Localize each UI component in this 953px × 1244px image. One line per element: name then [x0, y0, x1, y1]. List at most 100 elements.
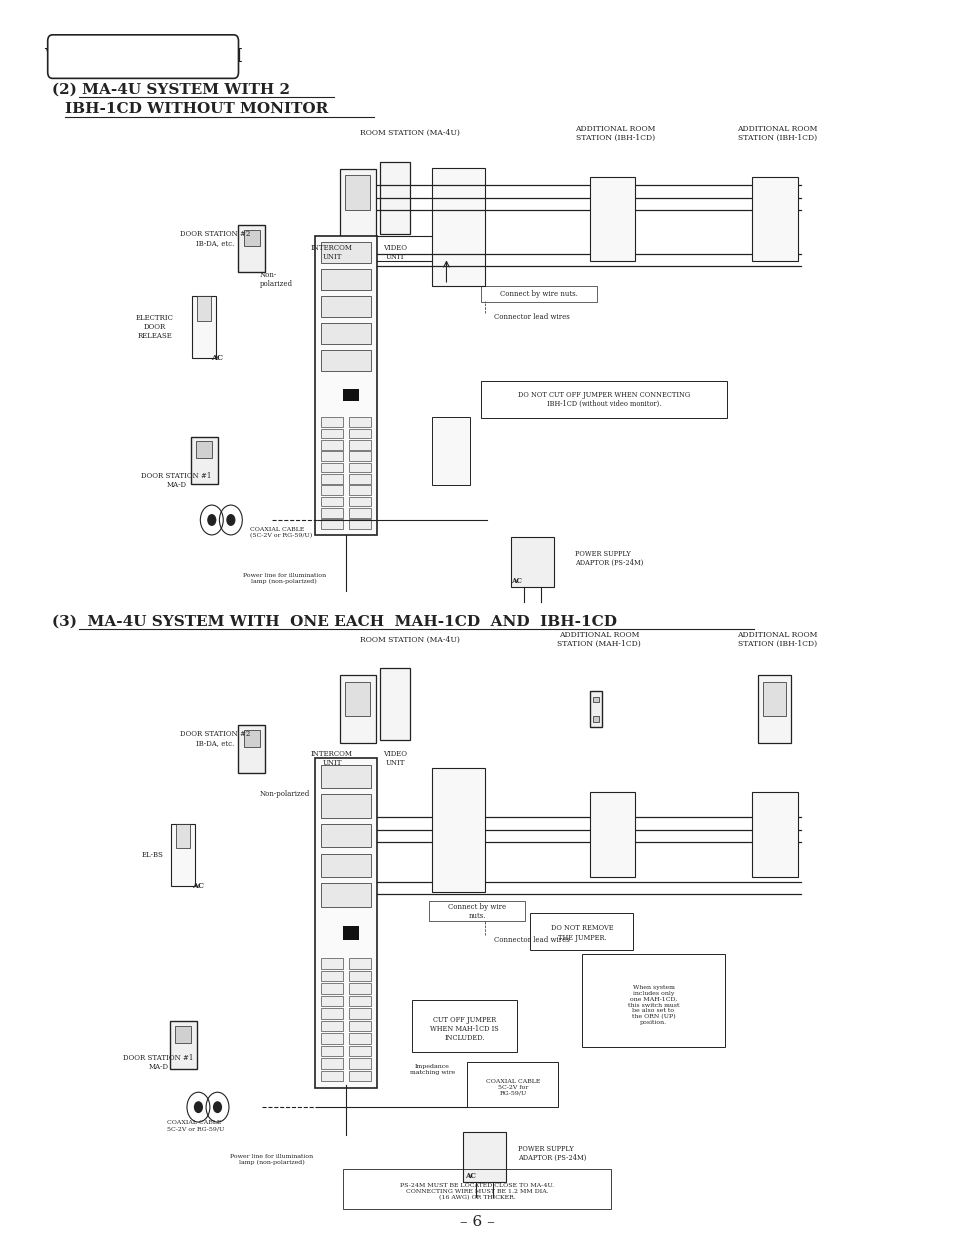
Bar: [321, 765, 371, 787]
Text: Power line for illumination
lamp (non-polarized): Power line for illumination lamp (non-po…: [230, 1154, 314, 1164]
Bar: [321, 1020, 343, 1031]
Bar: [244, 730, 259, 746]
Text: COAXIAL CABLE
(5C-2V or RG-59/U): COAXIAL CABLE (5C-2V or RG-59/U): [250, 527, 312, 537]
Text: Connect by wire nuts.: Connect by wire nuts.: [499, 290, 578, 297]
Bar: [349, 1008, 371, 1019]
Bar: [321, 452, 343, 460]
Bar: [432, 417, 470, 485]
Bar: [321, 824, 371, 847]
Bar: [593, 717, 598, 722]
Bar: [191, 437, 217, 484]
Text: ELECTRIC
DOOR
RELEASE: ELECTRIC DOOR RELEASE: [135, 313, 173, 341]
Bar: [314, 758, 376, 1087]
Text: DO NOT REMOVE
THE JUMPER.: DO NOT REMOVE THE JUMPER.: [550, 924, 613, 942]
Bar: [321, 1034, 343, 1044]
Bar: [321, 323, 371, 343]
Text: INTERCOM
UNIT: INTERCOM UNIT: [311, 244, 353, 261]
Bar: [349, 958, 371, 969]
Bar: [349, 496, 371, 506]
Text: ROOM STATION (MA-4U): ROOM STATION (MA-4U): [360, 129, 459, 137]
Bar: [774, 192, 780, 197]
Bar: [349, 1046, 371, 1056]
Bar: [238, 225, 265, 272]
Bar: [244, 230, 259, 246]
Bar: [321, 463, 343, 473]
Bar: [612, 209, 618, 214]
Bar: [196, 296, 211, 321]
Circle shape: [213, 1101, 222, 1113]
Bar: [589, 177, 635, 261]
Bar: [343, 388, 358, 401]
Text: – 6 –: – 6 –: [459, 1214, 494, 1229]
Bar: [349, 1059, 371, 1069]
Bar: [345, 682, 370, 717]
Bar: [349, 485, 371, 495]
Circle shape: [207, 514, 216, 526]
Bar: [321, 520, 343, 529]
Text: AC: AC: [193, 882, 204, 889]
Bar: [349, 970, 371, 982]
Bar: [349, 417, 371, 427]
Bar: [762, 682, 785, 715]
Bar: [612, 192, 618, 197]
Bar: [480, 286, 597, 302]
Bar: [349, 995, 371, 1006]
Text: ADDITIONAL ROOM
STATION (IBH-1CD): ADDITIONAL ROOM STATION (IBH-1CD): [737, 631, 817, 648]
Text: DO NOT CUT OFF JUMPER WHEN CONNECTING
IBH-1CD (without video monitor).: DO NOT CUT OFF JUMPER WHEN CONNECTING IB…: [517, 391, 689, 408]
Bar: [321, 1059, 343, 1069]
Bar: [758, 675, 790, 743]
Text: Power line for illumination
lamp (non-polarized): Power line for illumination lamp (non-po…: [242, 573, 326, 583]
Bar: [192, 296, 215, 358]
Bar: [339, 674, 375, 744]
Text: DOOR STATION #1
MA-D: DOOR STATION #1 MA-D: [141, 471, 212, 489]
Bar: [343, 1169, 610, 1209]
Bar: [751, 792, 797, 877]
Text: When system
includes only
one MAH-1CD,
this switch must
be also set to
the ORN (: When system includes only one MAH-1CD, t…: [627, 985, 679, 1025]
Bar: [175, 824, 190, 848]
Bar: [349, 452, 371, 460]
Bar: [345, 175, 370, 209]
Bar: [467, 1062, 558, 1107]
Text: Connector lead wires: Connector lead wires: [494, 937, 569, 944]
Bar: [321, 269, 371, 290]
Bar: [238, 725, 265, 773]
Bar: [321, 496, 343, 506]
Text: PS-24M MUST BE LOCATED CLOSE TO MA-4U.
CONNECTING WIRE MUST BE 1.2 MM DIA.
(16 A: PS-24M MUST BE LOCATED CLOSE TO MA-4U. C…: [399, 1183, 554, 1200]
Bar: [751, 177, 797, 261]
Bar: [429, 901, 524, 921]
Text: VIDEO
UNIT: VIDEO UNIT: [382, 750, 407, 768]
Text: (2) MA-4U SYSTEM WITH 2: (2) MA-4U SYSTEM WITH 2: [52, 82, 290, 97]
Text: INTERCOM
UNIT: INTERCOM UNIT: [311, 750, 353, 768]
Bar: [349, 1071, 371, 1081]
Bar: [349, 508, 371, 518]
Bar: [609, 187, 620, 219]
Bar: [379, 162, 410, 234]
Text: POWER SUPPLY
ADAPTOR (PS-24M): POWER SUPPLY ADAPTOR (PS-24M): [575, 550, 643, 567]
Bar: [321, 429, 343, 438]
Bar: [321, 474, 343, 484]
Text: DOOR STATION #2
IB-DA, etc.: DOOR STATION #2 IB-DA, etc.: [180, 730, 251, 748]
Text: AC: AC: [464, 1172, 476, 1179]
Bar: [321, 853, 371, 877]
Bar: [581, 954, 724, 1047]
Bar: [339, 168, 375, 236]
Text: WIRING  DIAGRAM: WIRING DIAGRAM: [44, 47, 242, 66]
Circle shape: [226, 514, 235, 526]
Bar: [589, 792, 635, 877]
Bar: [349, 474, 371, 484]
Bar: [321, 243, 371, 264]
Bar: [175, 1026, 191, 1042]
Text: AC: AC: [510, 577, 521, 585]
Bar: [321, 995, 343, 1006]
Bar: [170, 1021, 196, 1069]
Bar: [774, 209, 780, 214]
Bar: [480, 381, 726, 418]
Bar: [511, 537, 553, 587]
Text: Connect by wire
nuts.: Connect by wire nuts.: [448, 903, 505, 921]
Bar: [321, 417, 343, 427]
Bar: [321, 795, 371, 817]
Bar: [321, 1008, 343, 1019]
Bar: [321, 958, 343, 969]
Bar: [321, 1071, 343, 1081]
Bar: [314, 236, 376, 535]
